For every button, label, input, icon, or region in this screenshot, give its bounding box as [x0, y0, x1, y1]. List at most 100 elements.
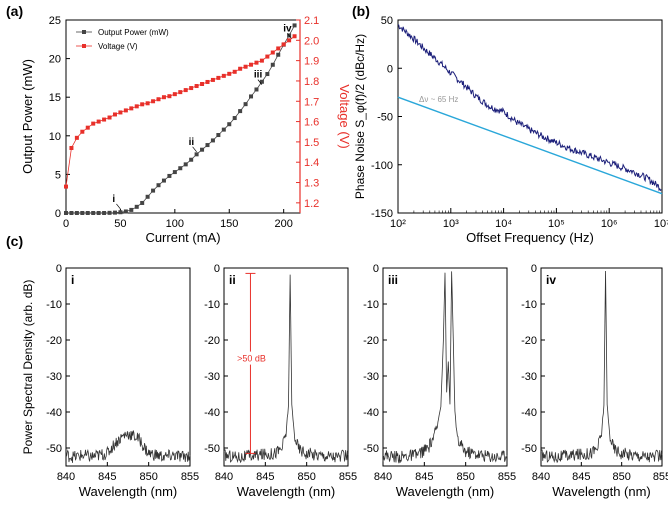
- power-point: [254, 87, 259, 92]
- y-axis-label: Power Spectral Density (arb. dB): [21, 280, 35, 455]
- power-point: [140, 200, 145, 205]
- voltage-point: [238, 66, 243, 71]
- annotation-pointer: [116, 203, 121, 210]
- voltage-point: [281, 42, 286, 47]
- power-point: [134, 204, 139, 209]
- x-tick-label: 200: [274, 218, 292, 230]
- y2-axis-label: Voltage (V): [337, 84, 352, 148]
- y-tick-label: -50: [521, 443, 537, 455]
- phase-noise-trace: [397, 24, 662, 192]
- legend-label: Voltage (V): [98, 42, 138, 51]
- power-point: [259, 79, 264, 84]
- power-point: [227, 122, 232, 127]
- power-point: [102, 211, 107, 215]
- y2-tick-label: 1.5: [304, 137, 319, 149]
- x-axis-label: Offset Frequency (Hz): [466, 230, 594, 245]
- annotation-pointer: [257, 79, 263, 85]
- annotation-pointer: [192, 146, 197, 153]
- spectrum-trace: [65, 430, 191, 463]
- y-tick-label: -10: [204, 299, 220, 311]
- x-tick-label: 840: [57, 471, 75, 483]
- operating-point-label: ii: [189, 137, 195, 148]
- power-point: [64, 211, 68, 215]
- y-axis-label: Phase Noise S_φ(f)/2 (dBc/Hz): [353, 34, 367, 199]
- spectrum-trace: [223, 274, 349, 464]
- voltage-point: [74, 135, 79, 140]
- y2-tick-label: 1.2: [304, 198, 319, 210]
- voltage-point: [145, 101, 150, 106]
- power-point: [265, 72, 270, 77]
- voltage-point: [292, 34, 297, 39]
- voltage-point: [189, 86, 194, 91]
- power-point: [167, 173, 172, 178]
- legend-marker: [82, 30, 86, 34]
- x-tick-label: 10⁶: [601, 218, 618, 230]
- x-tick-label: 855: [653, 471, 668, 483]
- chart-c-iv-spectrum: 840 845 850 855 -50 -40 -30 -20 -10 0 Wavelength (…: [521, 263, 668, 499]
- chart-c-i-spectrum: 840 845 850 855 -50 -40 -30 -20 -10 0 Wavelength (…: [21, 263, 199, 499]
- plot-frame: [65, 267, 191, 467]
- y-tick-label: 0: [56, 263, 62, 275]
- y-tick-label: 25: [49, 15, 61, 27]
- x-tick-label: 10⁴: [495, 218, 512, 230]
- power-point: [243, 102, 248, 107]
- panel-label-b: (b): [352, 3, 370, 19]
- legend-label: Output Power (mW): [98, 28, 169, 37]
- operating-point-label: iv: [283, 23, 292, 34]
- series-line-0: [66, 25, 295, 214]
- voltage-point: [91, 121, 96, 126]
- voltage-point: [249, 62, 254, 67]
- operating-point-label: i: [112, 194, 115, 205]
- spectrum-trace: [540, 271, 663, 464]
- legend-marker: [82, 44, 86, 48]
- voltage-point: [221, 73, 226, 78]
- power-point: [194, 152, 199, 157]
- power-point: [189, 157, 194, 162]
- power-point: [85, 211, 90, 215]
- voltage-point: [183, 88, 188, 93]
- panel-label-a: (a): [6, 3, 23, 19]
- voltage-point: [216, 75, 221, 80]
- voltage-point: [151, 99, 156, 104]
- plot-frame: [223, 267, 349, 467]
- voltage-point: [200, 81, 205, 86]
- chart-c-ii-spectrum: 840 845 850 855 -50 -40 -30 -20 -10 0 Wavelength (…: [204, 263, 357, 499]
- power-point: [156, 183, 161, 188]
- voltage-point: [107, 115, 112, 120]
- voltage-point: [85, 125, 90, 130]
- power-point: [270, 62, 275, 67]
- y-tick-label: 50: [381, 15, 393, 27]
- power-point: [172, 170, 177, 175]
- voltage-point: [265, 54, 270, 59]
- y2-tick-label: 1.9: [304, 56, 319, 68]
- chart-a-power-voltage: 0 50 100 150 200 0 5 10 15 20 25 1.2 1.3 1.4 1.5 1.6 1.7…: [20, 15, 352, 245]
- y-tick-label: 15: [49, 92, 61, 104]
- y-tick-label: -10: [521, 299, 537, 311]
- power-point: [210, 138, 215, 143]
- y-tick-label: -30: [46, 371, 62, 383]
- voltage-point: [178, 90, 183, 95]
- spectrum-panel-label: iv: [546, 273, 556, 287]
- y-axis-label: Output Power (mW): [20, 59, 35, 174]
- x-tick-label: 0: [63, 218, 69, 230]
- y-tick-label: -20: [363, 335, 379, 347]
- y-tick-label: -40: [363, 407, 379, 419]
- power-point: [74, 211, 79, 215]
- chart-b-phase-noise: 10² 10³ 10⁴ 10⁵ 10⁶ 10⁷ -150 -100 -50 0 50 Offset F…: [353, 15, 668, 245]
- y2-tick-label: 1.4: [304, 157, 319, 169]
- voltage-point: [243, 64, 248, 69]
- spectrum-panel-label: ii: [229, 273, 236, 287]
- voltage-point: [287, 38, 292, 43]
- plot-frame: [397, 19, 663, 214]
- voltage-point: [140, 102, 145, 107]
- voltage-point: [276, 46, 281, 51]
- y2-tick-label: 2.1: [304, 15, 319, 27]
- y-tick-label: -10: [363, 299, 379, 311]
- power-point: [232, 116, 237, 121]
- x-tick-label: 840: [374, 471, 392, 483]
- voltage-point: [123, 108, 128, 113]
- x-axis-label: Wavelength (nm): [79, 484, 178, 499]
- power-point: [183, 162, 188, 167]
- power-point: [161, 178, 166, 183]
